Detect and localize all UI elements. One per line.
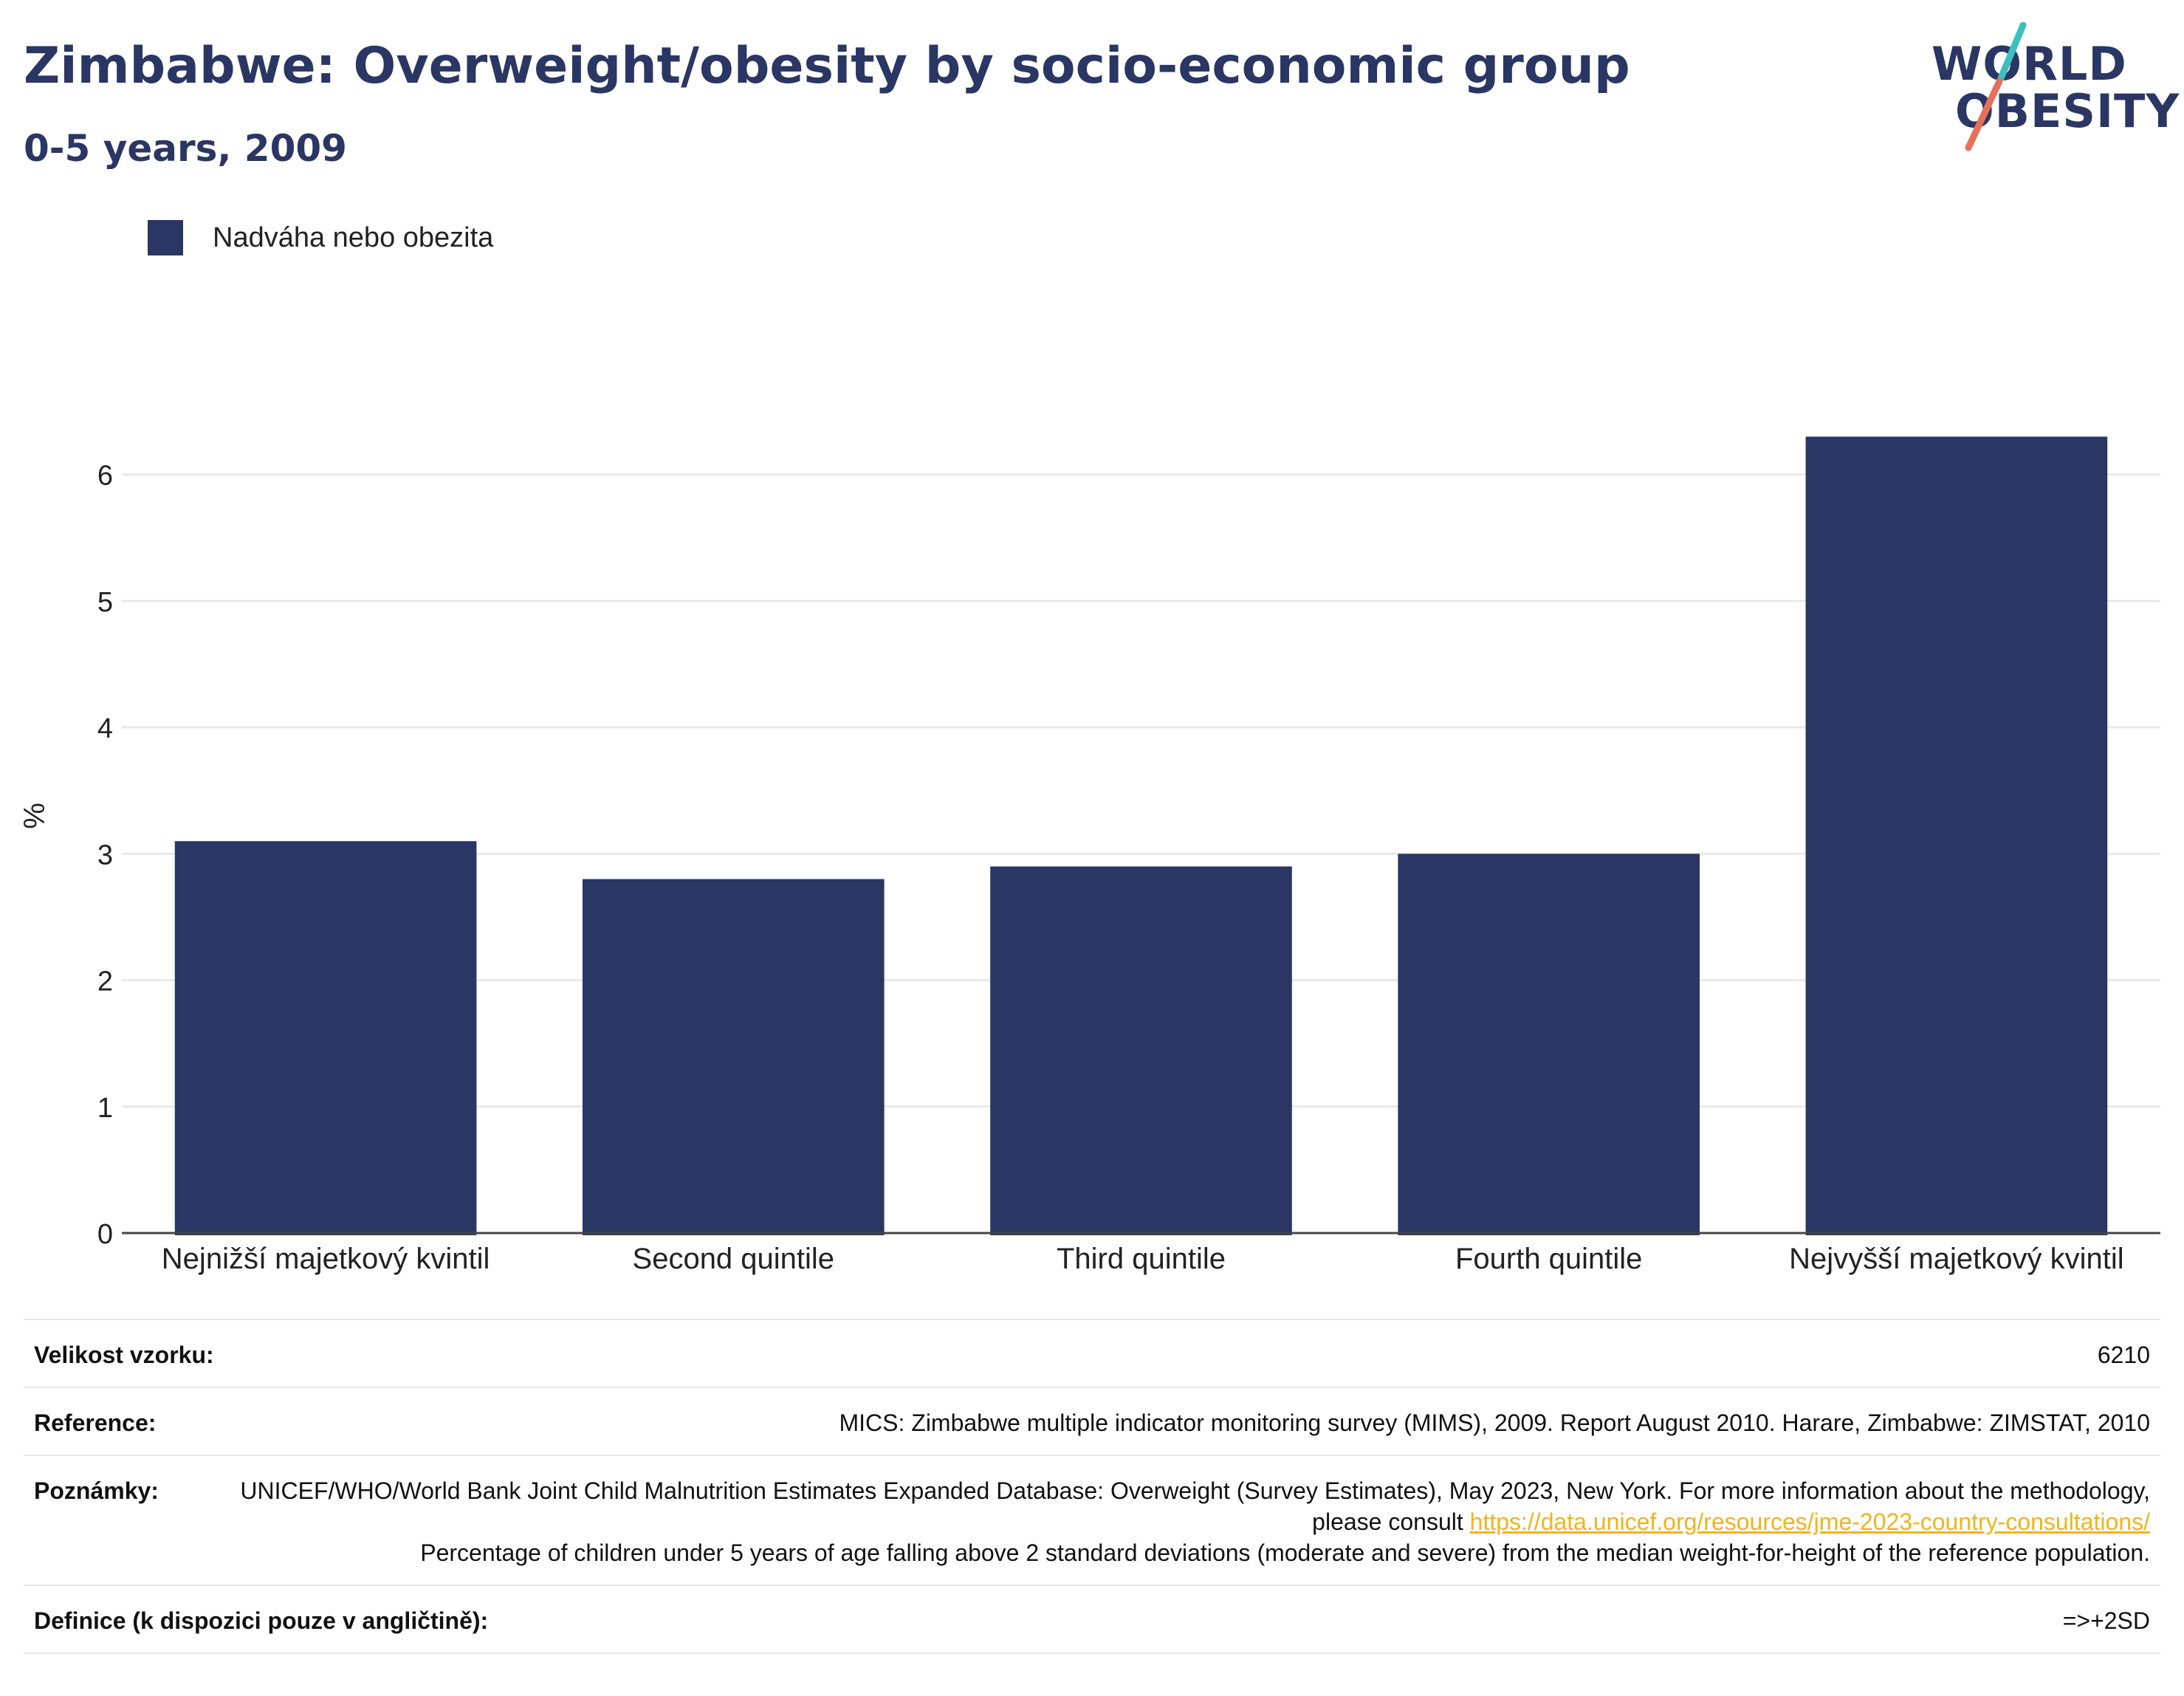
y-tick-label: 6 [97, 461, 113, 492]
y-tick-label: 3 [97, 840, 113, 871]
info-row-sample: Velikost vzorku: 6210 [24, 1319, 2160, 1387]
bar-chart: 0 1 2 3 4 5 6 Nejnižší majetkový kvintil Second… [18, 436, 2160, 1275]
bar [1398, 854, 1700, 1235]
definition-value: =>+2SD [2062, 1607, 2150, 1634]
page-subtitle: 0-5 years, 2009 [24, 127, 347, 170]
y-tick-label: 4 [97, 713, 113, 744]
y-tick-label: 1 [97, 1093, 113, 1124]
y-tick-label: 5 [97, 587, 113, 618]
x-tick-label: Nejnižší majetkový kvintil [162, 1243, 490, 1275]
x-axis-labels: Nejnižší majetkový kvintil Second quintil… [162, 1243, 2124, 1275]
x-tick-label: Third quintile [1057, 1243, 1226, 1275]
x-tick-label: Fourth quintile [1455, 1243, 1642, 1275]
sample-size-value: 6210 [2097, 1342, 2150, 1368]
world-obesity-logo: WORLD OBESITY [1920, 22, 2179, 155]
y-tick-label: 0 [97, 1219, 113, 1250]
page-title: Zimbabwe: Overweight/obesity by socio-ec… [24, 37, 1630, 95]
y-axis-ticks: 0 1 2 3 4 5 6 [97, 461, 113, 1250]
notes-text: UNICEF/WHO/World Bank Joint Child Malnut… [240, 1477, 2150, 1535]
y-axis-label: % [18, 803, 51, 829]
bar [1805, 436, 2108, 1235]
chart-legend: Nadváha nebo obezita [148, 220, 493, 255]
reference-value: MICS: Zimbabwe multiple indicator monito… [839, 1410, 2150, 1436]
definition-label: Definice (k dispozici pouze v angličtině… [34, 1607, 489, 1634]
sample-size-label: Velikost vzorku: [34, 1342, 214, 1368]
info-row-reference: Reference: MICS: Zimbabwe multiple indic… [24, 1387, 2160, 1455]
logo-slash-icon [1965, 22, 2027, 151]
x-tick-label: Nejvyšší majetkový kvintil [1789, 1243, 2123, 1275]
methodology-link[interactable]: https://data.unicef.org/resources/jme-20… [1469, 1508, 2150, 1535]
x-tick-label: Second quintile [633, 1243, 835, 1275]
notes-value: UNICEF/WHO/World Bank Joint Child Malnut… [188, 1475, 2150, 1568]
logo-text-line1: WORLD [1931, 37, 2127, 91]
notes-definition-text: Percentage of children under 5 years of … [420, 1539, 2150, 1566]
reference-label: Reference: [34, 1410, 157, 1436]
legend-label: Nadváha nebo obezita [213, 222, 494, 253]
bar [990, 866, 1292, 1235]
bar [582, 879, 885, 1235]
legend-swatch [148, 220, 183, 255]
y-tick-label: 2 [97, 967, 113, 998]
info-row-notes: Poznámky: UNICEF/WHO/World Bank Joint Ch… [24, 1455, 2160, 1585]
notes-label: Poznámky: [34, 1477, 159, 1504]
chart-bars [174, 436, 2108, 1235]
info-row-definition: Definice (k dispozici pouze v angličtině… [24, 1585, 2160, 1654]
bar [174, 841, 477, 1235]
info-table: Velikost vzorku: 6210 Reference: MICS: Z… [24, 1319, 2160, 1654]
